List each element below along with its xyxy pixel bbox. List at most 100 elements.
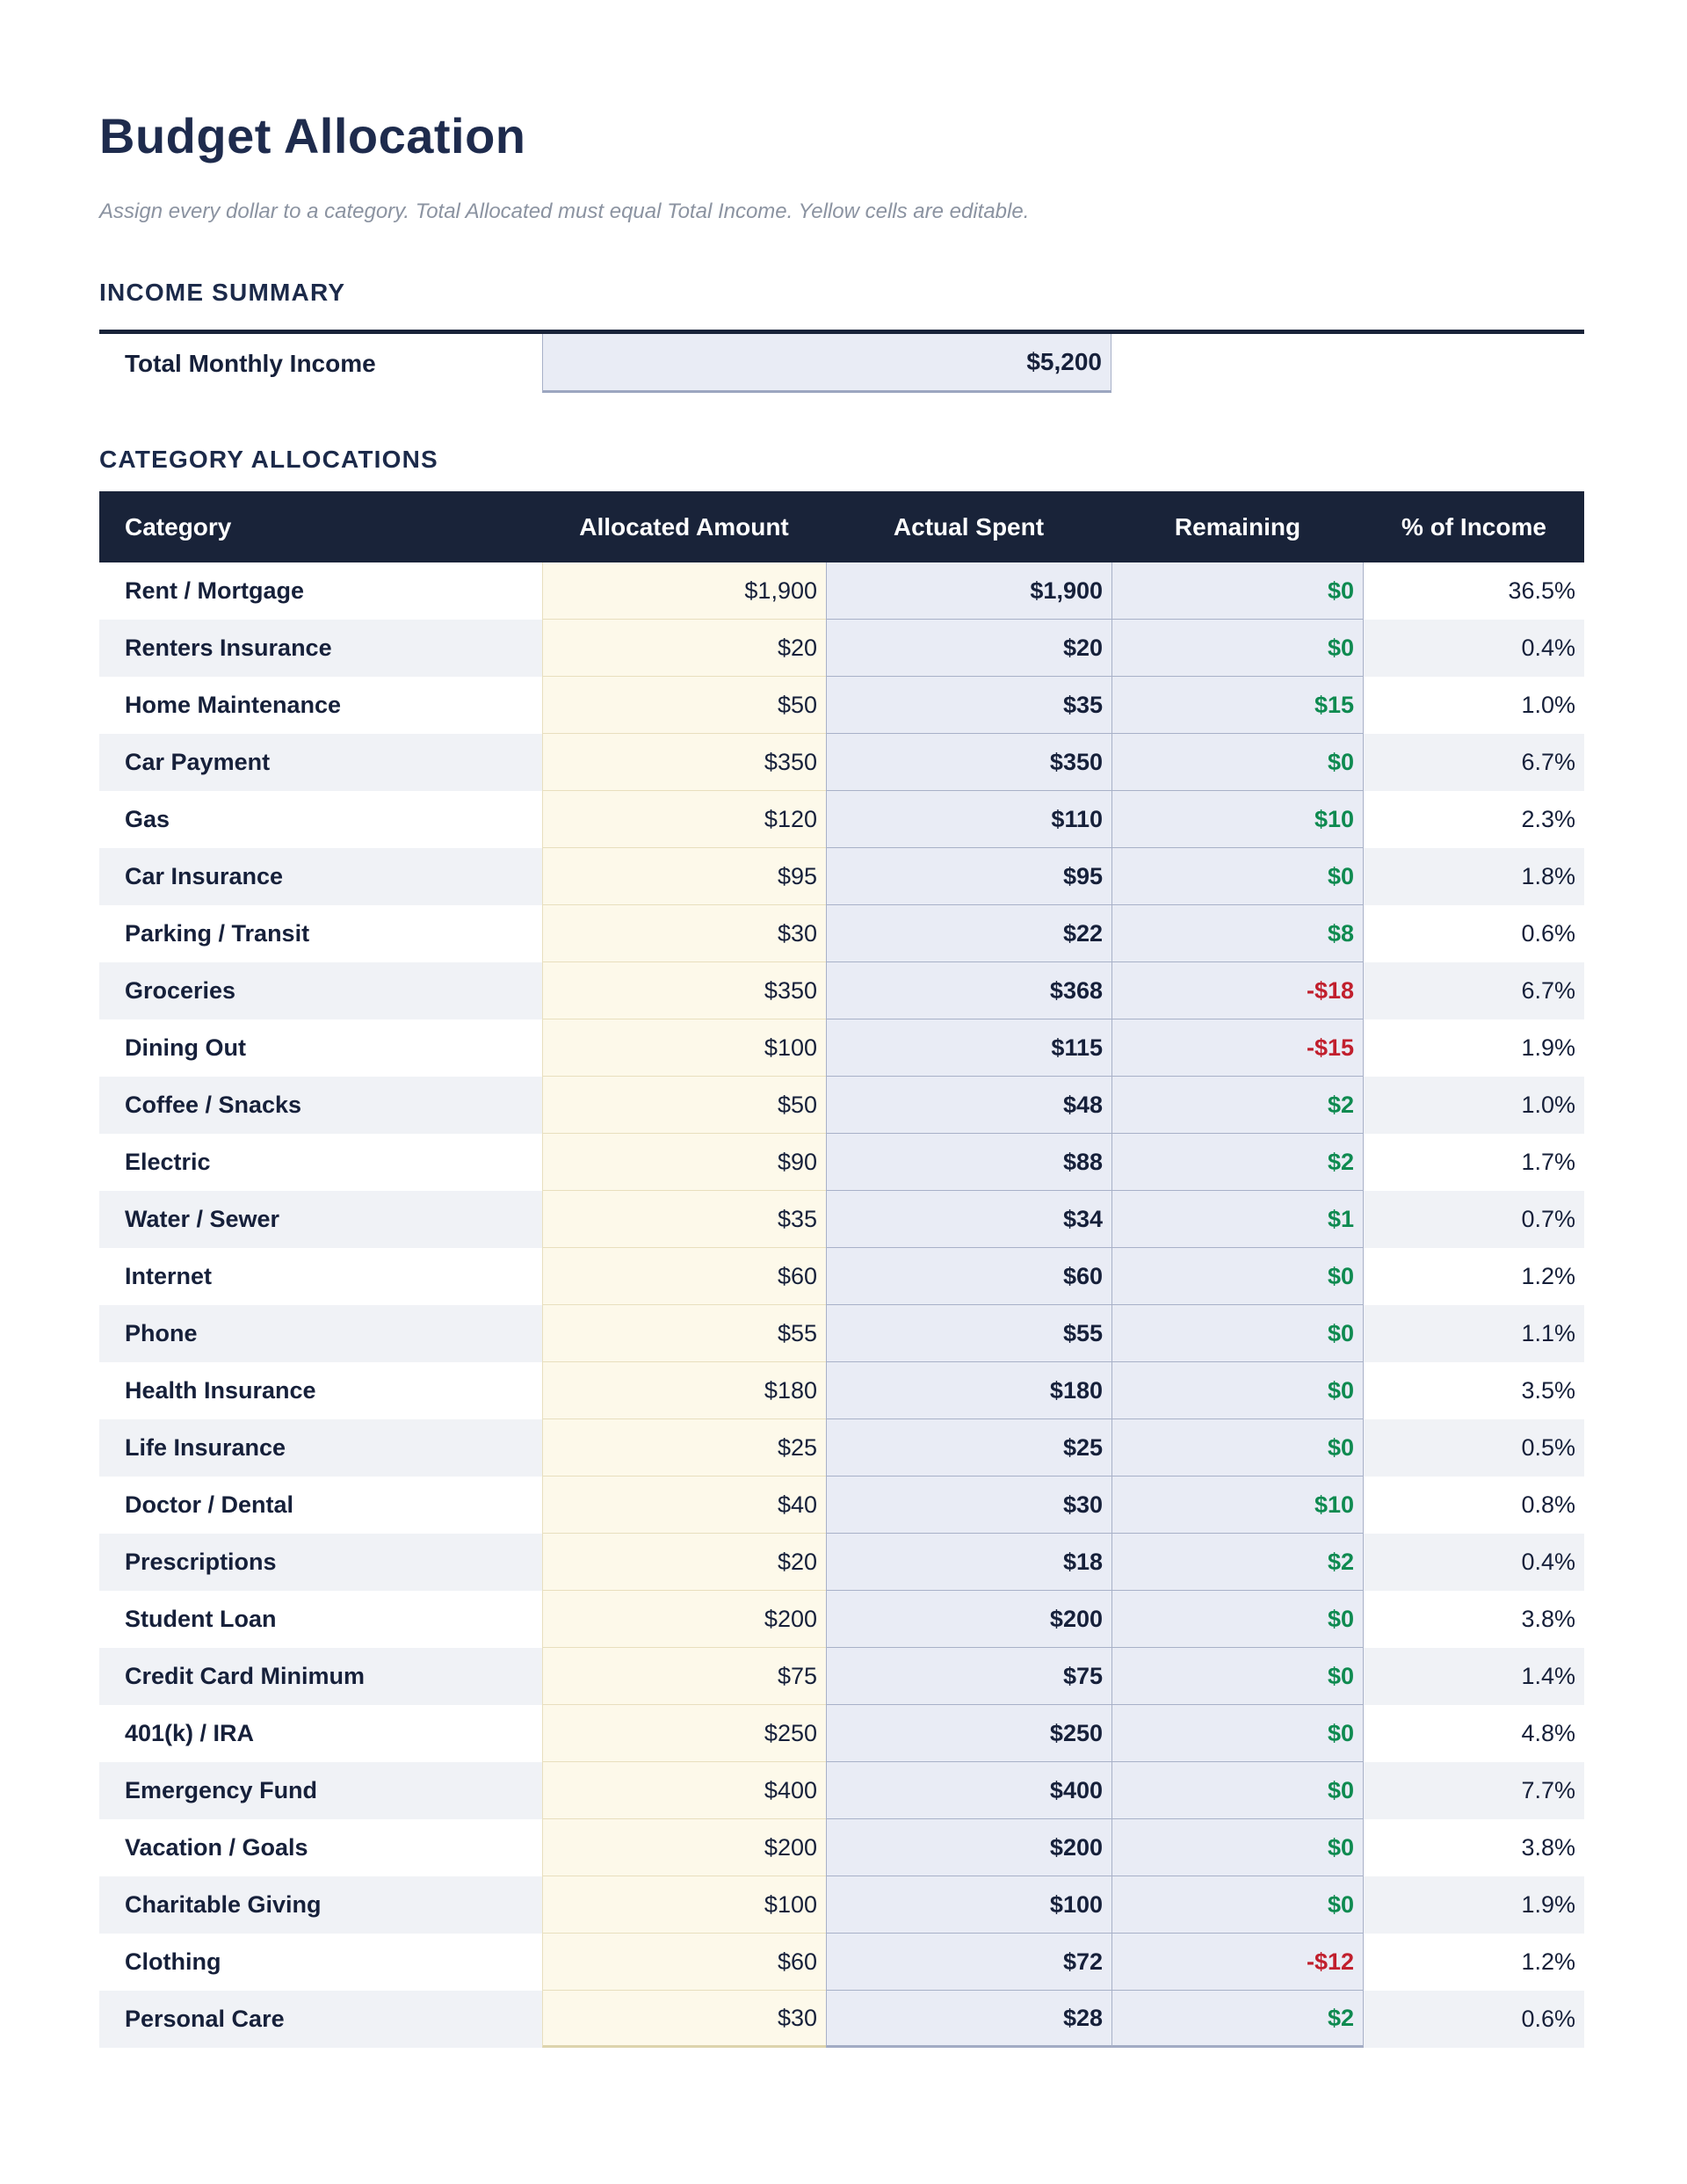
category-name-cell: Internet <box>99 1248 542 1305</box>
allocated-amount-cell[interactable]: $50 <box>542 1077 826 1134</box>
category-name-cell: Home Maintenance <box>99 677 542 734</box>
remaining-cell: $0 <box>1111 1419 1364 1477</box>
percent-of-income-cell: 1.1% <box>1364 1305 1584 1362</box>
remaining-cell: $10 <box>1111 1477 1364 1534</box>
table-row: Coffee / Snacks $50 $48 $2 1.0% <box>99 1077 1584 1134</box>
percent-of-income-cell: 0.7% <box>1364 1191 1584 1248</box>
category-name-cell: Parking / Transit <box>99 905 542 962</box>
table-row: Internet $60 $60 $0 1.2% <box>99 1248 1584 1305</box>
table-row: Prescriptions $20 $18 $2 0.4% <box>99 1534 1584 1591</box>
percent-of-income-cell: 1.0% <box>1364 677 1584 734</box>
allocated-amount-cell[interactable]: $90 <box>542 1134 826 1191</box>
category-name-cell: Vacation / Goals <box>99 1819 542 1876</box>
allocated-amount-cell[interactable]: $350 <box>542 962 826 1019</box>
table-row: Car Insurance $95 $95 $0 1.8% <box>99 848 1584 905</box>
percent-of-income-cell: 0.4% <box>1364 1534 1584 1591</box>
table-row: Phone $55 $55 $0 1.1% <box>99 1305 1584 1362</box>
allocated-amount-cell[interactable]: $20 <box>542 620 826 677</box>
allocated-amount-cell[interactable]: $50 <box>542 677 826 734</box>
remaining-cell: $0 <box>1111 1248 1364 1305</box>
allocated-amount-cell[interactable]: $40 <box>542 1477 826 1534</box>
actual-spent-cell: $34 <box>826 1191 1111 1248</box>
allocated-amount-cell[interactable]: $350 <box>542 734 826 791</box>
allocated-amount-cell[interactable]: $100 <box>542 1876 826 1934</box>
table-row: Vacation / Goals $200 $200 $0 3.8% <box>99 1819 1584 1876</box>
actual-spent-cell: $22 <box>826 905 1111 962</box>
percent-of-income-cell: 2.3% <box>1364 791 1584 848</box>
allocated-amount-cell[interactable]: $60 <box>542 1934 826 1991</box>
actual-spent-cell: $95 <box>826 848 1111 905</box>
allocated-amount-cell[interactable]: $120 <box>542 791 826 848</box>
allocated-amount-cell[interactable]: $25 <box>542 1419 826 1477</box>
percent-of-income-cell: 0.6% <box>1364 1991 1584 2048</box>
allocated-amount-cell[interactable]: $75 <box>542 1648 826 1705</box>
remaining-cell: $2 <box>1111 1077 1364 1134</box>
category-name-cell: Clothing <box>99 1934 542 1991</box>
percent-of-income-cell: 36.5% <box>1364 562 1584 620</box>
percent-of-income-cell: 1.9% <box>1364 1019 1584 1077</box>
column-header-category: Category <box>99 491 542 562</box>
remaining-cell: $0 <box>1111 562 1364 620</box>
allocated-amount-cell[interactable]: $400 <box>542 1762 826 1819</box>
percent-of-income-cell: 0.6% <box>1364 905 1584 962</box>
category-name-cell: Rent / Mortgage <box>99 562 542 620</box>
allocated-amount-cell[interactable]: $55 <box>542 1305 826 1362</box>
allocated-amount-cell[interactable]: $200 <box>542 1591 826 1648</box>
category-allocations-table: Category Allocated Amount Actual Spent R… <box>99 491 1584 2048</box>
remaining-cell: $2 <box>1111 1134 1364 1191</box>
table-row: Life Insurance $25 $25 $0 0.5% <box>99 1419 1584 1477</box>
percent-of-income-cell: 3.8% <box>1364 1819 1584 1876</box>
allocated-amount-cell[interactable]: $180 <box>542 1362 826 1419</box>
actual-spent-cell: $350 <box>826 734 1111 791</box>
category-name-cell: Life Insurance <box>99 1419 542 1477</box>
table-row: Parking / Transit $30 $22 $8 0.6% <box>99 905 1584 962</box>
category-name-cell: Gas <box>99 791 542 848</box>
remaining-cell: $15 <box>1111 677 1364 734</box>
actual-spent-cell: $400 <box>826 1762 1111 1819</box>
actual-spent-cell: $75 <box>826 1648 1111 1705</box>
allocated-amount-cell[interactable]: $60 <box>542 1248 826 1305</box>
allocated-amount-cell[interactable]: $20 <box>542 1534 826 1591</box>
percent-of-income-cell: 1.8% <box>1364 848 1584 905</box>
actual-spent-cell: $250 <box>826 1705 1111 1762</box>
category-name-cell: Coffee / Snacks <box>99 1077 542 1134</box>
remaining-cell: $10 <box>1111 791 1364 848</box>
percent-of-income-cell: 7.7% <box>1364 1762 1584 1819</box>
table-row: Electric $90 $88 $2 1.7% <box>99 1134 1584 1191</box>
allocated-amount-cell[interactable]: $200 <box>542 1819 826 1876</box>
actual-spent-cell: $200 <box>826 1591 1111 1648</box>
remaining-cell: $0 <box>1111 1819 1364 1876</box>
table-row: Personal Care $30 $28 $2 0.6% <box>99 1991 1584 2048</box>
income-summary-heading: INCOME SUMMARY <box>99 279 346 306</box>
actual-spent-cell: $35 <box>826 677 1111 734</box>
remaining-cell: $0 <box>1111 734 1364 791</box>
table-row: Renters Insurance $20 $20 $0 0.4% <box>99 620 1584 677</box>
actual-spent-cell: $18 <box>826 1534 1111 1591</box>
column-header-actual: Actual Spent <box>826 491 1111 562</box>
allocated-amount-cell[interactable]: $30 <box>542 905 826 962</box>
actual-spent-cell: $20 <box>826 620 1111 677</box>
percent-of-income-cell: 0.8% <box>1364 1477 1584 1534</box>
table-body: Rent / Mortgage $1,900 $1,900 $0 36.5% R… <box>99 562 1584 2048</box>
table-row: Gas $120 $110 $10 2.3% <box>99 791 1584 848</box>
remaining-cell: $0 <box>1111 1876 1364 1934</box>
table-row: Charitable Giving $100 $100 $0 1.9% <box>99 1876 1584 1934</box>
category-name-cell: Doctor / Dental <box>99 1477 542 1534</box>
allocated-amount-cell[interactable]: $35 <box>542 1191 826 1248</box>
total-monthly-income-cell: $5,200 <box>542 334 1111 393</box>
category-name-cell: Prescriptions <box>99 1534 542 1591</box>
allocated-amount-cell[interactable]: $1,900 <box>542 562 826 620</box>
table-row: Dining Out $100 $115 -$15 1.9% <box>99 1019 1584 1077</box>
percent-of-income-cell: 3.5% <box>1364 1362 1584 1419</box>
remaining-cell: $8 <box>1111 905 1364 962</box>
actual-spent-cell: $55 <box>826 1305 1111 1362</box>
column-header-allocated: Allocated Amount <box>542 491 826 562</box>
category-name-cell: Phone <box>99 1305 542 1362</box>
actual-spent-cell: $110 <box>826 791 1111 848</box>
allocated-amount-cell[interactable]: $100 <box>542 1019 826 1077</box>
allocated-amount-cell[interactable]: $30 <box>542 1991 826 2048</box>
allocated-amount-cell[interactable]: $95 <box>542 848 826 905</box>
actual-spent-cell: $28 <box>826 1991 1111 2048</box>
remaining-cell: -$18 <box>1111 962 1364 1019</box>
allocated-amount-cell[interactable]: $250 <box>542 1705 826 1762</box>
